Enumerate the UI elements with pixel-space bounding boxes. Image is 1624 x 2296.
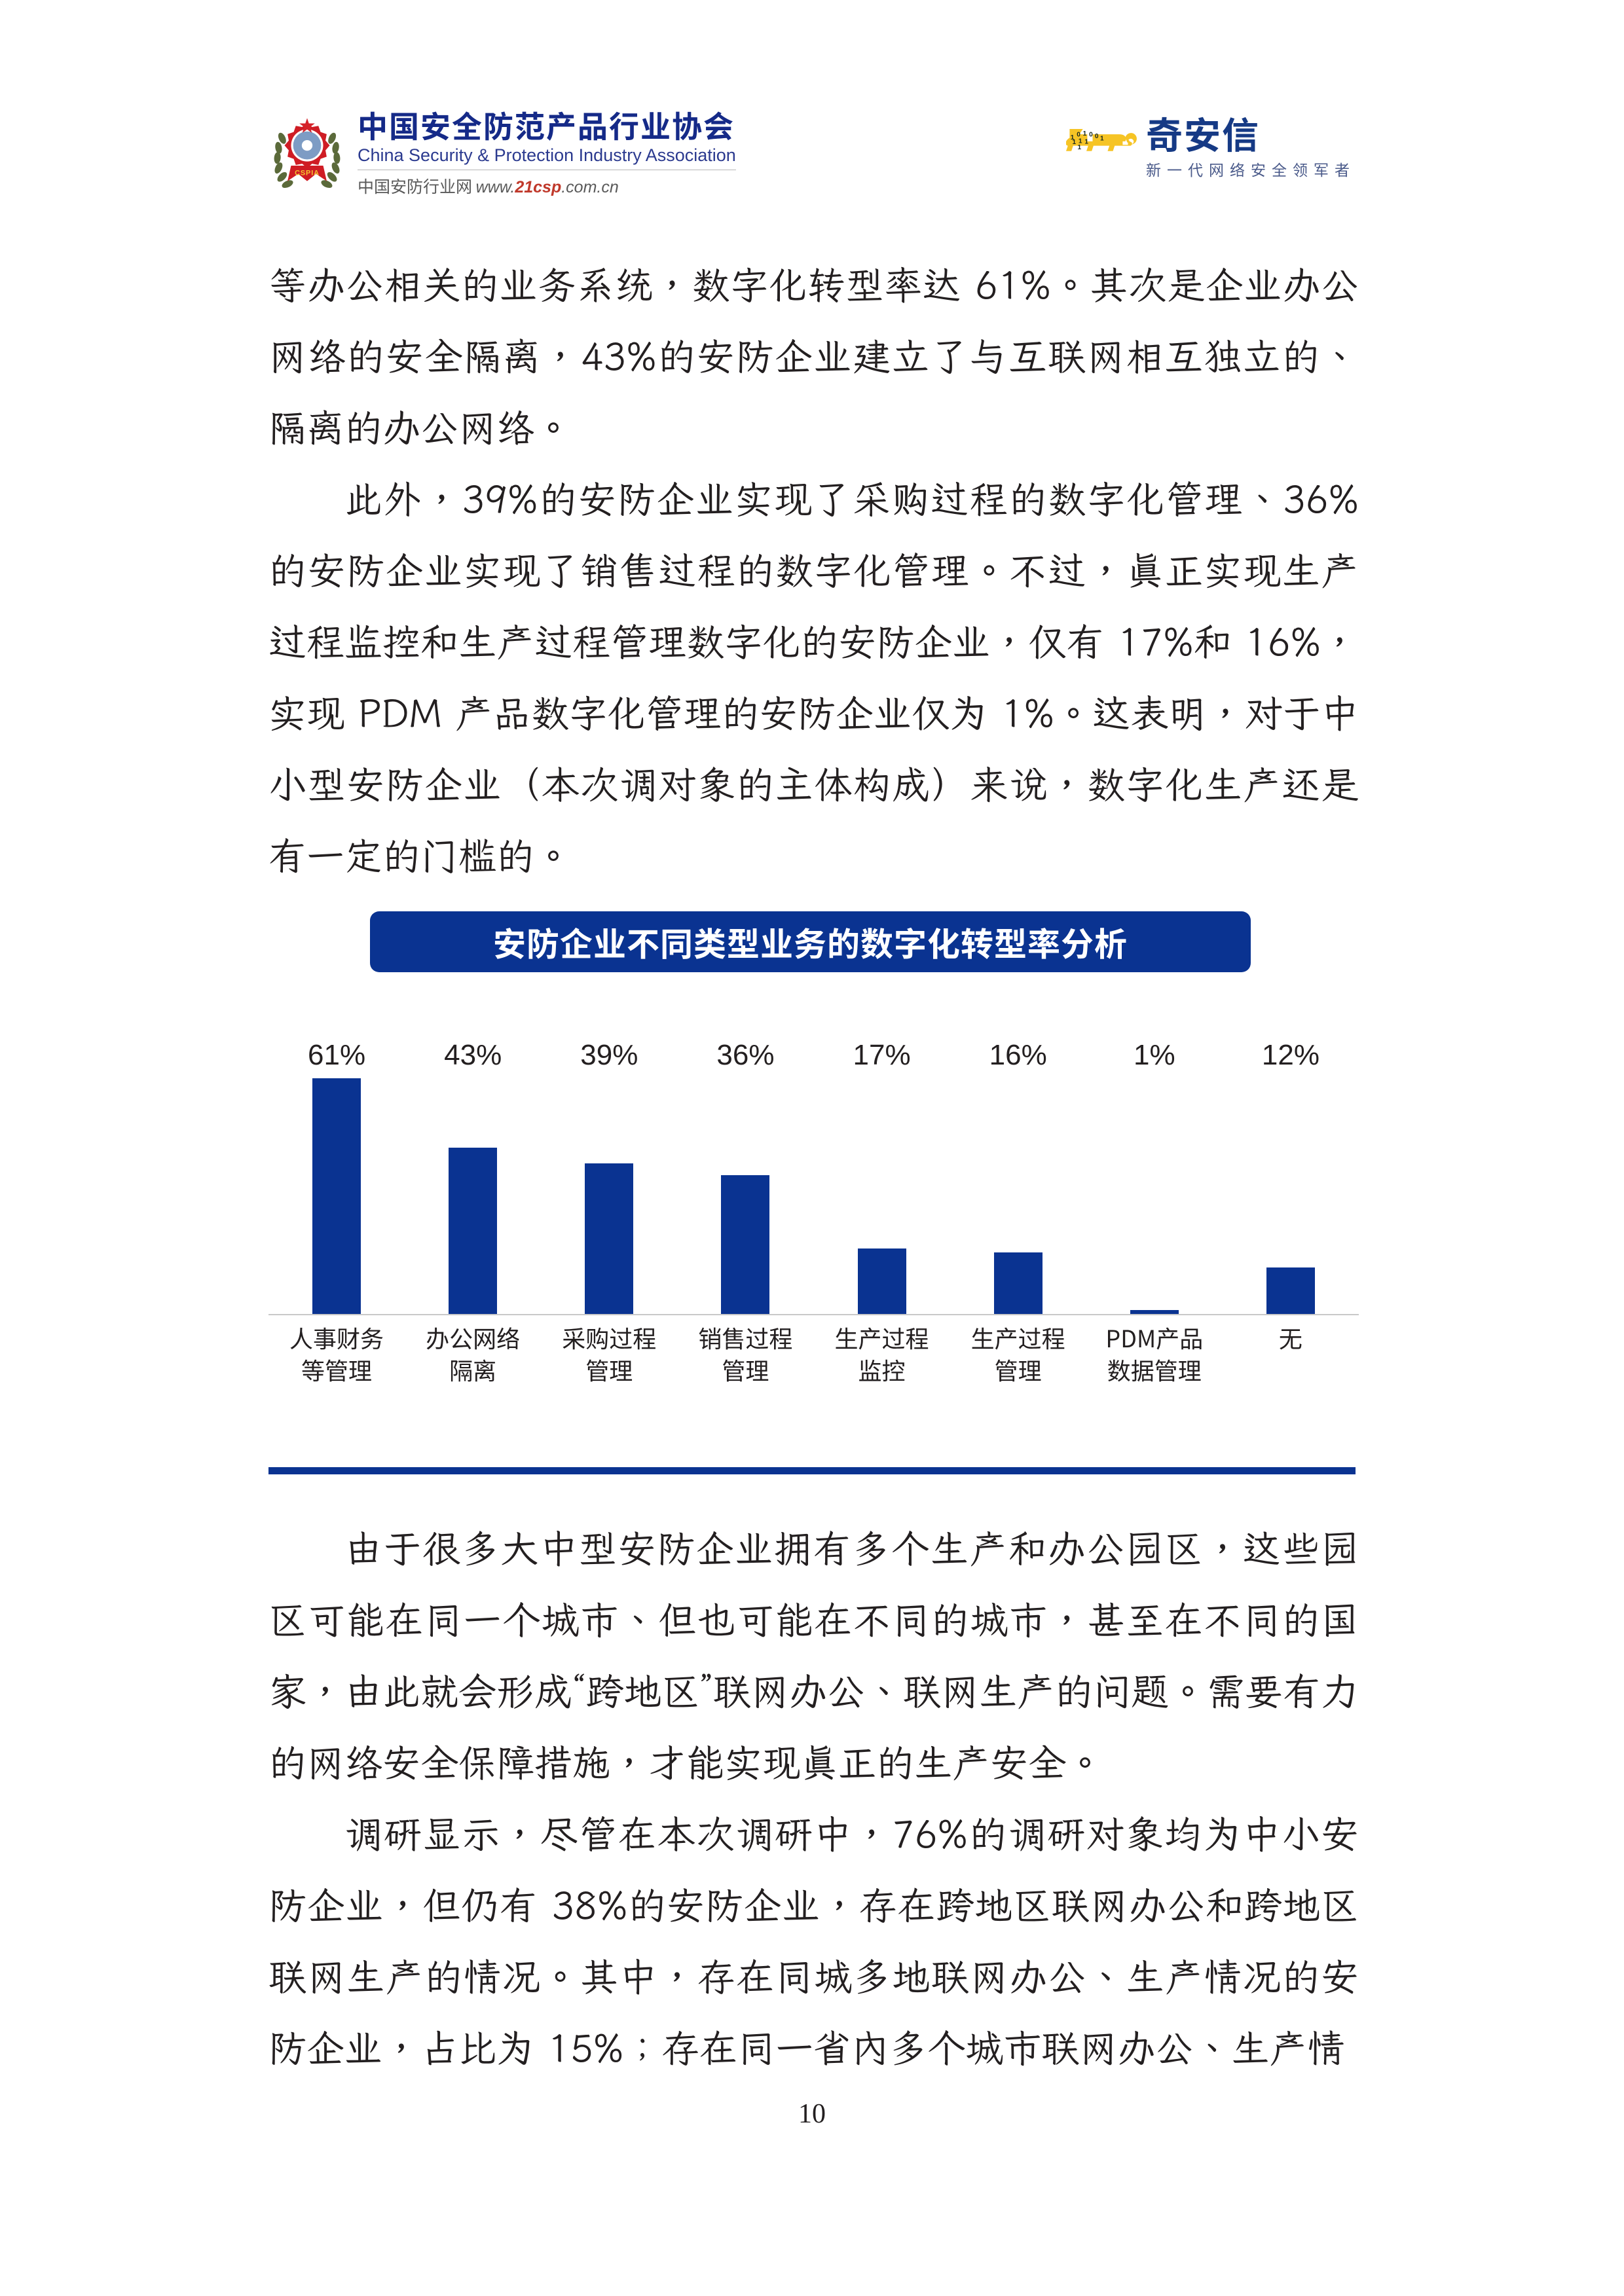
- svg-text:0: 0: [1077, 131, 1080, 138]
- svg-text:1: 1: [1083, 130, 1087, 137]
- svg-text:CSPIA: CSPIA: [295, 170, 320, 177]
- svg-text:0: 0: [1089, 131, 1093, 138]
- svg-text:1: 1: [1072, 139, 1076, 146]
- svg-text:0: 0: [1095, 133, 1099, 140]
- svg-text:1: 1: [1078, 144, 1082, 151]
- svg-text:1: 1: [1084, 138, 1088, 145]
- svg-text:1: 1: [1100, 135, 1104, 142]
